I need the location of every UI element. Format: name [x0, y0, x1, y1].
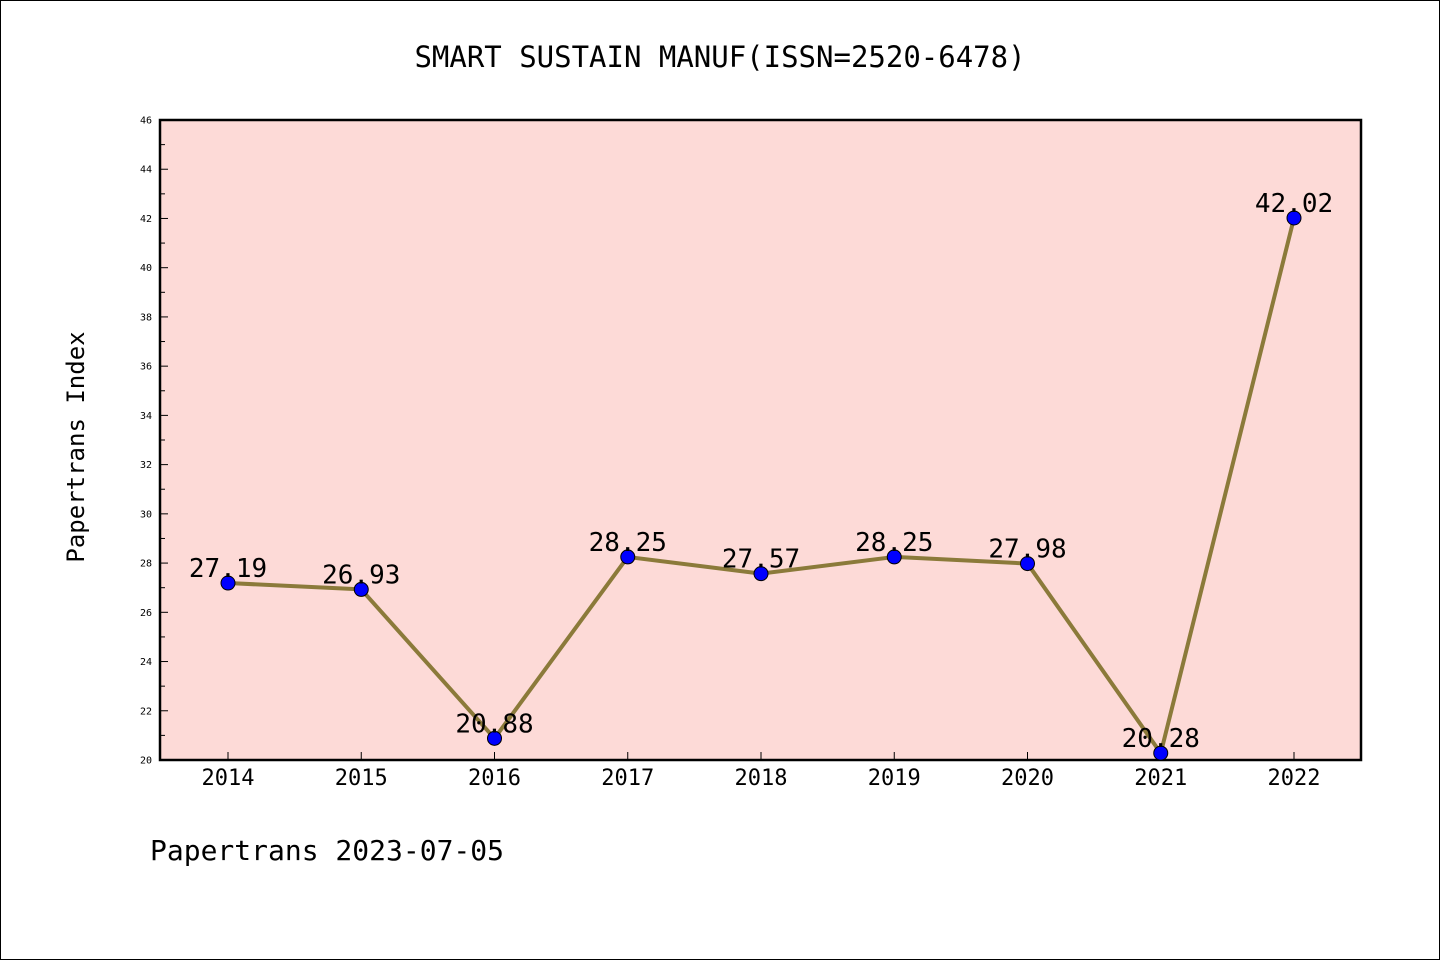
y-tick-label: 30 [140, 509, 152, 520]
series-group: 27.19 26.93 20.88 28.25 27.57 28.25 27.98 20.28… [189, 189, 1333, 761]
data-label: 26.93 [322, 560, 400, 590]
data-point [1153, 745, 1169, 761]
x-tick-label: 2020 [1001, 766, 1054, 791]
data-label: 42.02 [1255, 189, 1333, 219]
data-label: 20.28 [1122, 724, 1200, 754]
plot-area [158, 118, 1363, 762]
y-tick-label: 46 [140, 116, 152, 127]
y-tick-label: 24 [140, 657, 152, 668]
data-label: 27.98 [988, 535, 1066, 565]
y-axis-ticks: 20 22 24 26 28 30 32 34 36 38 40 42 44 46 [140, 116, 168, 767]
data-label: 27.57 [722, 545, 800, 575]
y-tick-label: 20 [140, 756, 152, 767]
x-tick-label: 2017 [601, 766, 654, 791]
x-tick-label: 2021 [1134, 766, 1187, 791]
footer-text: Papertrans 2023-07-05 [150, 834, 505, 867]
y-tick-label: 40 [140, 263, 152, 274]
x-tick-label: 2015 [335, 766, 388, 791]
data-point [220, 575, 236, 591]
data-point [1020, 556, 1035, 572]
y-axis-label: Papertrans Index [62, 331, 90, 562]
data-point [753, 566, 769, 582]
x-tick-label: 2014 [202, 766, 255, 791]
data-point [620, 549, 636, 565]
y-tick-label: 38 [140, 312, 152, 323]
y-tick-label: 28 [140, 559, 152, 570]
x-tick-label: 2018 [735, 766, 788, 791]
y-tick-label: 36 [140, 362, 152, 373]
y-tick-label: 34 [140, 411, 152, 422]
data-label: 27.19 [189, 554, 267, 584]
y-tick-label: 42 [140, 214, 152, 225]
data-point [487, 730, 502, 746]
y-tick-label: 22 [140, 706, 152, 717]
data-label: 28.25 [855, 528, 933, 558]
y-tick-label: 44 [140, 165, 152, 176]
x-axis-ticks: 2014 2015 2016 2017 2018 2019 2020 2021 2022 [202, 752, 1321, 791]
data-point [1286, 210, 1302, 226]
x-tick-label: 2019 [868, 766, 921, 791]
y-tick-label: 32 [140, 460, 152, 471]
data-label: 20.88 [455, 709, 533, 739]
data-point [353, 581, 369, 597]
data-label: 28.25 [589, 528, 667, 558]
data-point [886, 549, 902, 565]
chart-title: SMART SUSTAIN MANUF(ISSN=2520-6478) [414, 40, 1025, 74]
y-tick-label: 26 [140, 608, 152, 619]
x-tick-label: 2016 [468, 766, 521, 791]
x-tick-label: 2022 [1268, 766, 1321, 791]
